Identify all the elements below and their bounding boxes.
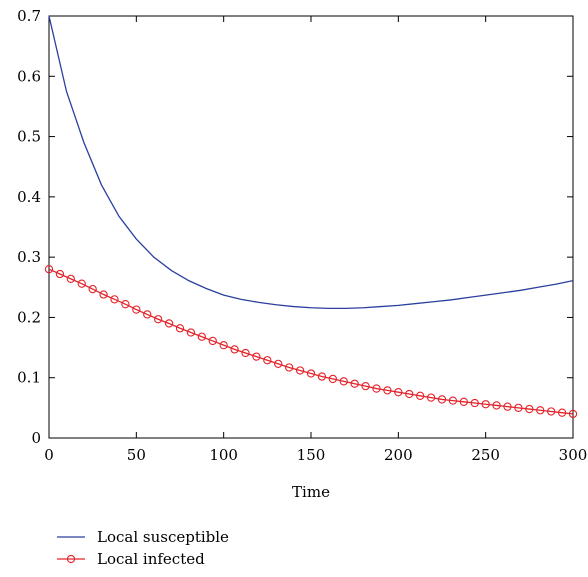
data-point-local-infected [568,409,578,419]
data-point-local-infected [164,319,174,328]
data-point-local-infected [241,348,250,358]
data-point-local-infected [175,324,185,333]
data-point-local-infected [99,290,108,299]
data-point-local-infected [470,398,479,408]
data-point-local-infected [503,402,512,411]
series-line-local-infected [48,268,574,415]
x-tick-label: 50 [127,446,146,464]
data-point-local-infected [361,382,370,391]
y-tick-label: 0 [31,429,41,447]
y-tick-label: 0.5 [17,128,41,146]
data-point-local-infected [514,403,523,413]
data-point-local-infected [383,386,392,395]
y-tick-label: 0.3 [17,248,41,266]
data-point-local-infected [55,269,65,279]
data-point-local-infected [317,372,327,381]
legend-label-local-infected: Local infected [97,550,205,568]
data-point-local-infected [405,389,414,399]
data-point-local-infected [44,265,54,274]
data-point-local-infected [295,366,305,375]
data-point-local-infected [426,393,436,402]
data-point-local-infected [350,379,359,388]
y-axis-ticks: 0 0.1 0.2 0.3 0.4 0.5 0.6 0.7 [17,7,573,447]
data-point-local-infected [132,305,141,314]
data-point-local-infected [448,396,458,405]
y-tick-label: 0.1 [17,369,41,387]
data-point-local-infected [230,345,239,354]
data-point-local-infected [536,406,545,415]
data-point-local-infected [306,369,316,378]
data-point-local-infected [219,341,228,350]
data-point-local-infected [525,404,534,414]
data-point-local-infected [437,395,447,404]
data-point-local-infected [143,310,152,319]
data-point-local-infected [547,407,556,416]
x-tick-label: 300 [559,446,588,464]
data-point-local-infected [110,295,119,304]
data-point-local-infected [416,391,425,400]
data-point-local-infected [481,400,490,409]
x-tick-label: 100 [209,446,238,464]
x-tick-label: 150 [297,446,326,464]
data-point-local-infected [274,359,283,368]
legend: Local susceptible Local infected [57,528,229,568]
data-point-local-infected [208,336,217,346]
data-point-local-infected [339,377,348,386]
data-point-local-infected [328,374,337,384]
y-tick-label: 0.2 [17,308,41,326]
data-point-local-infected [154,315,163,324]
data-point-local-infected [372,384,381,393]
x-axis-title: Time [292,483,330,501]
data-point-local-infected [186,328,196,337]
x-tick-label: 200 [384,446,413,464]
data-point-local-infected [77,279,86,288]
data-point-local-infected [557,408,567,417]
y-tick-label: 0.4 [17,188,41,206]
data-point-local-infected [197,332,206,341]
data-point-local-infected [459,397,468,406]
data-point-local-infected [492,401,501,410]
series-line-local-susceptible [48,15,574,310]
data-point-local-infected [263,356,272,365]
data-point-local-infected [394,388,403,397]
legend-label-local-susceptible: Local susceptible [97,528,229,546]
x-tick-label: 0 [44,446,54,464]
data-point-local-infected [285,363,294,372]
y-tick-label: 0.7 [17,7,41,25]
data-point-local-infected [252,352,261,361]
data-point-local-infected [88,284,97,294]
data-point-local-infected [121,300,130,309]
x-axis-ticks: 0 50 100 150 200 250 300 [44,16,587,464]
y-tick-label: 0.6 [17,67,41,85]
series-layer [44,15,578,419]
x-tick-label: 250 [471,446,500,464]
legend-marker-local-infected [66,554,76,564]
data-point-local-infected [66,274,75,283]
